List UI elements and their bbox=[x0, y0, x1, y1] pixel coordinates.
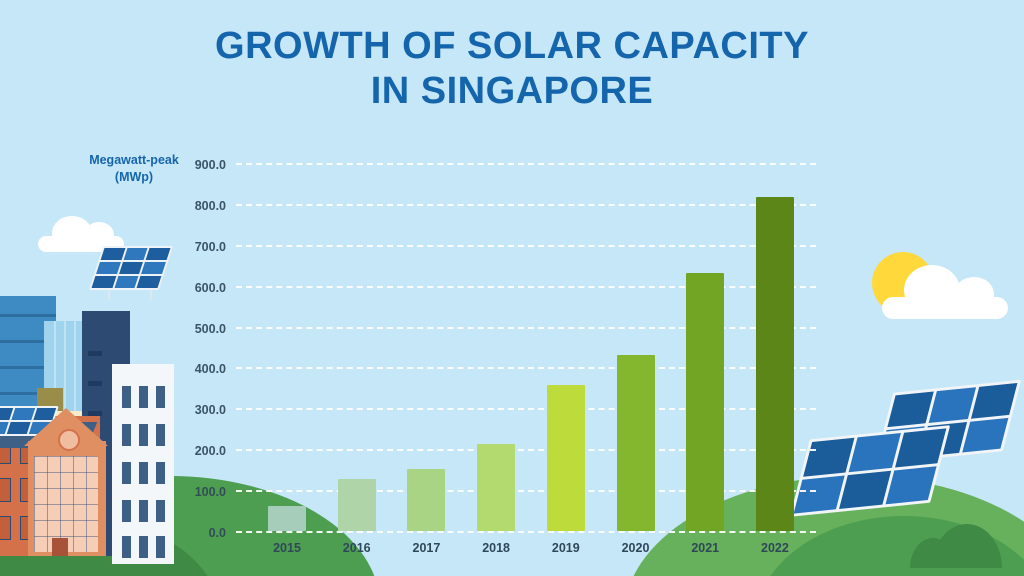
y-axis-tick-label: 0.0 bbox=[208, 526, 226, 540]
x-axis-tick-label: 2020 bbox=[621, 541, 650, 555]
solar-array-back bbox=[874, 379, 1022, 465]
building-house bbox=[28, 441, 106, 556]
y-axis-tick-label: 800.0 bbox=[194, 198, 226, 213]
x-axis-tick-label: 2015 bbox=[273, 541, 301, 555]
bar-group[interactable]: 2022 bbox=[744, 163, 806, 555]
rooftop-solar-panel-icon bbox=[88, 246, 174, 290]
gridline: 900.0 bbox=[195, 158, 816, 172]
bar[interactable] bbox=[755, 197, 794, 531]
y-axis-tick-label: 700.0 bbox=[194, 239, 226, 254]
page-title-line-1: GROWTH OF SOLAR CAPACITY bbox=[215, 25, 809, 67]
page-title: GROWTH OF SOLAR CAPACITY IN SINGAPORE bbox=[0, 24, 1024, 114]
bar-group[interactable]: 2017 bbox=[395, 163, 457, 555]
building-cream-top bbox=[37, 388, 63, 416]
building-glass-tower bbox=[0, 296, 56, 536]
x-axis-tick-label: 2021 bbox=[691, 541, 720, 555]
y-axis-tick-label: 900.0 bbox=[194, 158, 226, 172]
bar-group[interactable]: 2021 bbox=[674, 163, 736, 555]
bar[interactable] bbox=[477, 443, 516, 531]
house-door bbox=[52, 538, 68, 556]
x-axis-tick-label: 2019 bbox=[551, 541, 580, 555]
y-axis-tick-label: 100.0 bbox=[194, 485, 226, 500]
bar-group[interactable]: 2018 bbox=[465, 163, 527, 555]
building-glass-light bbox=[44, 321, 84, 526]
building-brick bbox=[0, 416, 100, 556]
sun-icon bbox=[872, 252, 934, 314]
y-axis-tick-label: 600.0 bbox=[194, 280, 226, 295]
bar[interactable] bbox=[616, 355, 655, 531]
y-axis-tick-label: 200.0 bbox=[194, 444, 226, 459]
building-dark-tower bbox=[82, 311, 130, 556]
bar[interactable] bbox=[337, 479, 376, 531]
cloud-right-icon bbox=[882, 265, 1008, 319]
x-axis-tick-label: 2017 bbox=[412, 541, 441, 555]
bush-icon bbox=[910, 524, 1002, 568]
gridline: 400.0 bbox=[195, 362, 816, 376]
y-axis-tick-label: 300.0 bbox=[194, 403, 226, 418]
gridline: 700.0 bbox=[195, 240, 816, 254]
gridline: 0.0 bbox=[209, 526, 816, 540]
gridline: 500.0 bbox=[195, 322, 816, 336]
page-title-line-2: IN SINGAPORE bbox=[370, 69, 654, 112]
x-axis-tick-label: 2022 bbox=[761, 541, 789, 555]
bars-layer: 2015 2016 2017 2018 2019 2020 2021 2022 bbox=[256, 163, 806, 555]
gridline: 600.0 bbox=[195, 281, 816, 295]
bar-chart: 900.0 800.0 700.0 600.0 500.0 400.0 300.0 200.0… bbox=[195, 155, 816, 555]
y-axis-title: Megawatt-peak (MWp) bbox=[74, 152, 194, 186]
bar-group[interactable]: 2020 bbox=[605, 163, 667, 555]
bar-group[interactable]: 2016 bbox=[326, 163, 388, 555]
y-axis-title-line-2: (MWp) bbox=[114, 169, 154, 184]
building-white-apartment bbox=[112, 364, 174, 564]
bar[interactable] bbox=[686, 272, 725, 531]
building-cream bbox=[30, 411, 104, 536]
y-axis-tick-label: 500.0 bbox=[194, 321, 226, 336]
gridline: 300.0 bbox=[195, 403, 816, 417]
house-round-window bbox=[58, 429, 80, 451]
gridline: 100.0 bbox=[195, 485, 816, 499]
bar[interactable] bbox=[407, 468, 446, 531]
gridlines-layer: 900.0 800.0 700.0 600.0 500.0 400.0 300.0 200.0… bbox=[195, 158, 816, 540]
house-gable-roof bbox=[24, 408, 108, 446]
bar-group[interactable]: 2015 bbox=[256, 163, 318, 555]
house-solar-panel-icon bbox=[0, 406, 59, 436]
bar-group[interactable]: 2019 bbox=[535, 163, 597, 555]
x-axis-tick-label: 2016 bbox=[342, 541, 371, 555]
house-roof-dark bbox=[0, 422, 98, 448]
cloud-left-icon bbox=[38, 216, 124, 252]
gridline: 200.0 bbox=[195, 444, 816, 458]
gridline: 800.0 bbox=[195, 199, 816, 213]
y-axis-title-line-1: Megawatt-peak bbox=[89, 153, 179, 167]
x-axis-tick-label: 2018 bbox=[482, 541, 511, 555]
bar[interactable] bbox=[546, 384, 585, 531]
solar-array-front bbox=[789, 425, 951, 517]
bar[interactable] bbox=[268, 506, 306, 531]
y-axis-tick-label: 400.0 bbox=[194, 362, 226, 377]
hill-left-back bbox=[0, 516, 220, 576]
house-glass-facade bbox=[34, 456, 98, 552]
